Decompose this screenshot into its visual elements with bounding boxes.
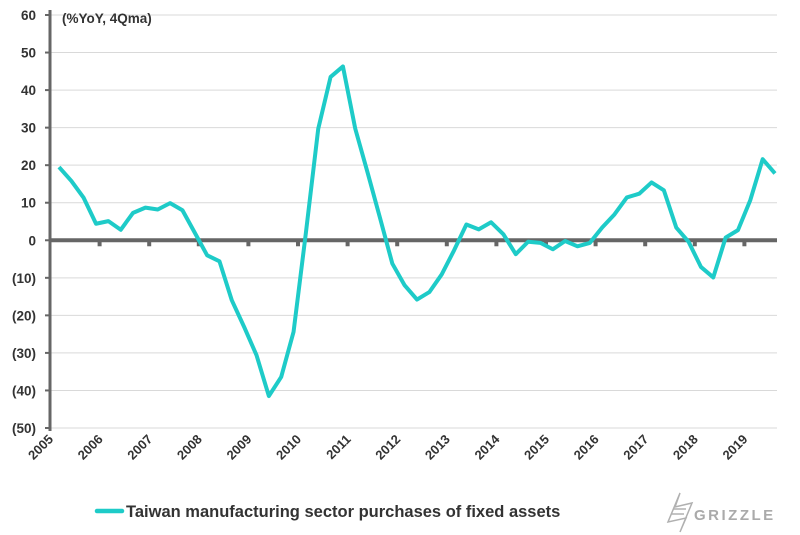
x-tick-label: 2017 [620,432,651,463]
x-tick-label: 2018 [670,432,701,463]
y-tick-label: (40) [12,383,36,398]
x-tick-label: 2008 [174,432,205,463]
y-tick-label: 30 [21,121,36,136]
y-tick-label: 60 [21,8,36,23]
x-tick-label: 2011 [323,432,354,463]
grizzle-logo: GRIZZLE [666,492,776,533]
x-tick-label: 2013 [422,432,453,463]
y-tick-label: 20 [21,158,36,173]
logo-text: GRIZZLE [694,507,776,524]
y-tick-label: (10) [12,271,36,286]
y-tick-label: (20) [12,308,36,323]
legend-label: Taiwan manufacturing sector purchases of… [126,503,560,521]
logo-lines-icon [671,508,686,515]
x-tick-label: 2016 [571,432,602,463]
x-tick-label: 2012 [372,432,403,463]
x-tick-label: 2010 [273,432,304,463]
x-tick-label: 2005 [25,432,56,463]
y-tick-label: 50 [21,46,36,61]
series-line [57,64,777,399]
x-tick-label: 2009 [223,432,254,463]
gridlines [50,14,777,429]
y-tick-label: 10 [21,196,36,211]
x-axis: 2005 2006 2007 2008 2009 2010 2011 2012 2013 2014… [25,238,777,463]
x-tick-label: 2014 [471,431,503,463]
y-tick-label: 0 [28,233,36,248]
x-tick-label: 2007 [124,432,155,463]
y-tick-label: (30) [12,346,36,361]
x-tick-label: 2015 [521,432,552,463]
y-axis: 60 50 40 30 20 10 0 (10) (20) (30) (40) (50) [12,8,52,436]
y-tick-label: (50) [12,421,36,436]
logo-bolt-icon [666,492,694,533]
x-tick-label: 2006 [75,432,106,463]
series-layer [57,64,777,399]
x-tick-label: 2019 [719,432,750,463]
unit-note: (%YoY, 4Qma) [62,11,152,26]
y-tick-label: 40 [21,83,36,98]
legend: Taiwan manufacturing sector purchases of… [94,503,560,521]
